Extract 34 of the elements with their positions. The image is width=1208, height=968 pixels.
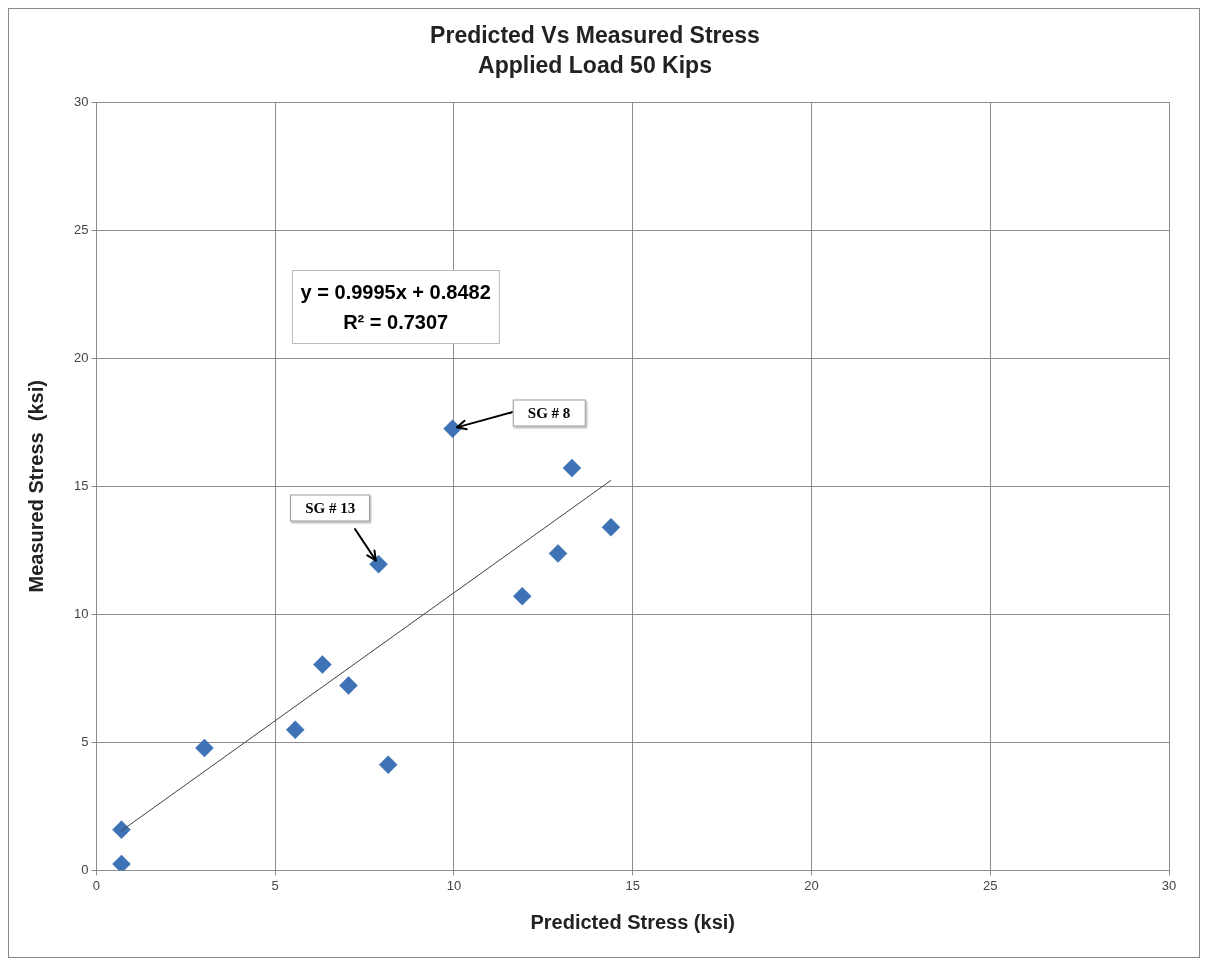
y-tick-label: 15 — [73, 477, 89, 493]
chart-subtitle: Applied Load 50 Kips — [478, 51, 712, 78]
point — [285, 720, 305, 740]
x-tick-label: 25 — [983, 877, 998, 893]
point — [513, 586, 532, 606]
point — [112, 820, 131, 839]
x-tick-label: 15 — [625, 877, 640, 893]
annotation: y = 0.9995x + 0.8482 R² = 0.7307 — [291, 270, 500, 345]
x-tick-label: 5 — [271, 877, 279, 893]
point — [112, 854, 131, 871]
y-tick-label: 25 — [73, 221, 89, 237]
point — [195, 738, 214, 758]
point — [313, 655, 332, 674]
x-tick-label: 10 — [446, 877, 462, 893]
y-axis-title: Measured Stress (ksi) — [24, 380, 47, 593]
y-tick-label: 0 — [81, 861, 89, 877]
point — [369, 554, 388, 574]
y-tick-label: 20 — [73, 349, 89, 365]
y-tick-label: 10 — [73, 605, 89, 621]
annotation: SG # 13 — [290, 494, 371, 522]
y-tick-label: 30 — [73, 93, 89, 109]
point — [443, 419, 462, 438]
x-tick-label: 20 — [804, 877, 819, 893]
point — [601, 518, 621, 537]
x-axis-title: Predicted Stress (ksi) — [530, 910, 735, 933]
x-tick-label: 30 — [1161, 877, 1177, 893]
point — [339, 676, 358, 695]
x-tick-label: 0 — [92, 877, 101, 893]
point — [562, 458, 582, 478]
point — [378, 755, 398, 774]
point — [548, 544, 568, 563]
y-tick-label: 5 — [81, 733, 89, 749]
annotation: SG # 8 — [512, 399, 586, 427]
chart-title: Predicted Vs Measured Stress — [430, 22, 760, 49]
